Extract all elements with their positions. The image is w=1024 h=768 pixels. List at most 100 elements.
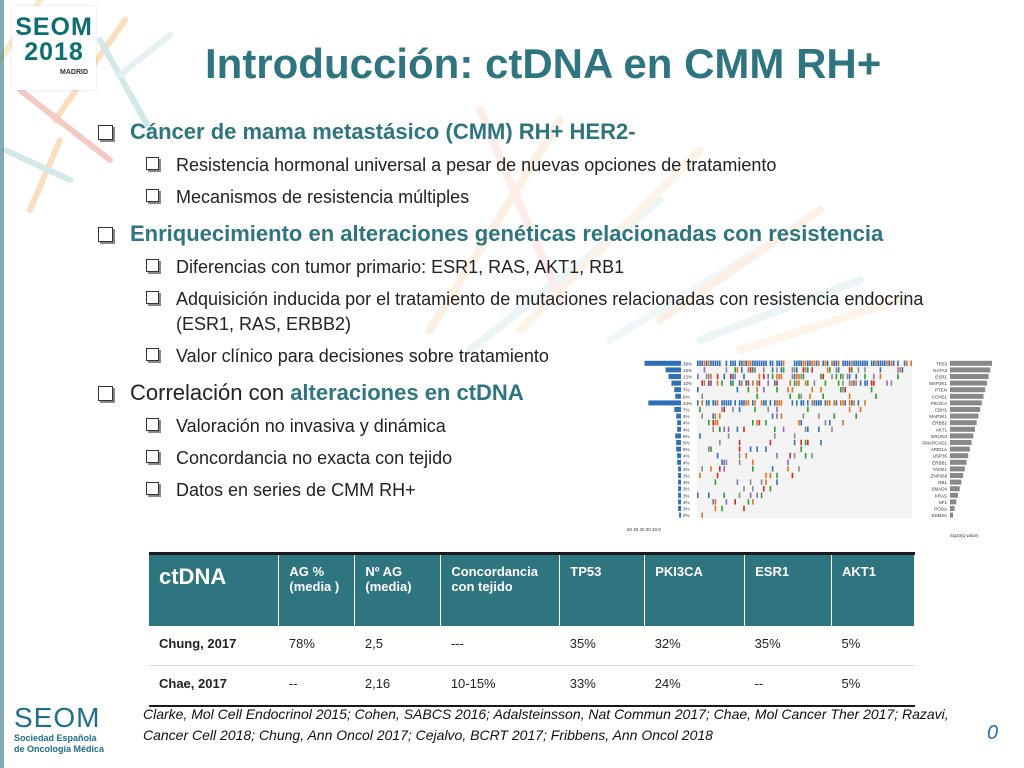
mutation-mark	[804, 439, 807, 446]
mutation-mark	[778, 373, 780, 380]
sub-bullet-3-1: Valoración no invasiva y dinámica	[96, 414, 996, 439]
significance-bar	[950, 374, 989, 379]
mutation-mark	[906, 360, 908, 366]
mutation-mark	[754, 406, 756, 413]
mutation-mark	[727, 433, 730, 439]
checkbox-bullet-icon	[146, 418, 159, 431]
sub-bullet-2-2: Adquisición inducida por el tratamiento …	[96, 287, 976, 337]
mutation-mark	[811, 367, 813, 373]
mutation-mark	[730, 360, 732, 366]
checkbox-bullet-icon	[146, 259, 159, 272]
mutation-mark	[745, 380, 747, 386]
mutation-mark	[807, 400, 809, 406]
mutation-mark	[732, 360, 734, 366]
table-cell: --	[278, 665, 355, 707]
mutation-mark	[712, 413, 714, 419]
mutation-mark	[782, 426, 785, 432]
mutation-mark	[708, 373, 710, 380]
mutation-mark	[697, 360, 699, 366]
mutation-mark	[723, 373, 725, 380]
mutation-mark	[793, 439, 796, 446]
significance-bar	[950, 473, 964, 478]
mutation-mark	[881, 360, 884, 366]
mutation-mark	[859, 360, 862, 366]
mutation-mark	[888, 360, 890, 366]
mutation-mark	[791, 400, 794, 406]
mutation-mark	[826, 367, 829, 373]
mutation-mark	[710, 380, 712, 386]
mutation-mark	[796, 400, 798, 406]
mutation-mark	[859, 406, 862, 413]
mutation-mark	[848, 380, 851, 386]
mutation-mark	[826, 360, 829, 366]
mutation-mark	[776, 360, 778, 366]
significance-bar	[950, 420, 977, 426]
table-cell: 35%	[744, 625, 832, 666]
mutation-mark	[824, 420, 827, 426]
oncoprint-grid	[697, 360, 912, 519]
mutation-mark	[884, 360, 886, 366]
mutation-mark	[826, 400, 829, 406]
mutation-mark	[778, 400, 780, 406]
mutation-mark	[824, 360, 827, 366]
mutation-mark	[738, 492, 741, 498]
frequency-bar	[677, 453, 681, 459]
mutation-mark	[714, 505, 717, 512]
gene-label: CCNE1	[932, 394, 948, 399]
mutation-mark	[738, 439, 741, 446]
mutation-mark	[897, 373, 899, 380]
frequency-label: 3%	[683, 487, 690, 492]
logo-line-2: Sociedad Española	[14, 733, 97, 743]
mutation-mark	[743, 426, 745, 432]
frequency-bar	[678, 479, 681, 485]
mutation-mark	[802, 373, 805, 380]
table-header-cell: Nº AG (media)	[354, 552, 442, 626]
bullet-text: Datos en series de CMM RH+	[176, 480, 416, 500]
mutation-mark	[765, 479, 767, 485]
mutation-mark	[743, 400, 745, 406]
mutation-mark	[769, 486, 772, 492]
mutation-mark	[807, 380, 809, 386]
table-cell: 24%	[644, 665, 745, 707]
mutation-mark	[736, 426, 739, 432]
frequency-label: 3%	[683, 507, 690, 512]
mutation-mark	[734, 360, 736, 366]
table-cell: 33%	[559, 665, 645, 707]
gene-label: AKT1	[936, 427, 948, 432]
gene-label: ERLIN3	[931, 434, 947, 439]
mutation-mark	[807, 367, 809, 373]
mutation-mark	[848, 400, 851, 406]
frequency-label: 5%	[683, 441, 690, 446]
mutation-mark	[840, 373, 842, 380]
mutation-mark	[780, 413, 783, 419]
mutation-mark	[901, 367, 904, 373]
mutation-mark	[701, 360, 703, 366]
gene-label: KDM2A	[931, 513, 947, 518]
mutation-mark	[714, 400, 717, 406]
mutation-mark	[763, 387, 765, 393]
mutation-mark	[851, 380, 853, 386]
right-axis-label: log10(q value)	[950, 533, 979, 538]
mutation-mark	[745, 400, 747, 406]
mutation-mark	[818, 400, 820, 406]
table-cell: 2,5	[354, 625, 441, 666]
mutation-mark	[738, 360, 741, 366]
mutation-mark	[789, 393, 791, 399]
mutation-mark	[837, 380, 840, 386]
mutation-mark	[721, 459, 723, 465]
mutation-mark	[831, 373, 833, 380]
mutation-mark	[873, 373, 875, 380]
mutation-mark	[802, 360, 805, 366]
frequency-bar	[678, 506, 681, 511]
table-cell: 10-15%	[440, 665, 560, 707]
mutation-mark	[846, 360, 849, 366]
mutation-mark	[725, 367, 728, 373]
bullet-text: Cáncer de mama metastásico (CMM) RH+ HER…	[130, 119, 636, 144]
mutation-mark	[752, 360, 754, 366]
mutation-mark	[818, 360, 820, 366]
frequency-bar	[678, 499, 681, 505]
mutation-mark	[875, 360, 877, 366]
mutation-mark	[855, 413, 857, 419]
mutation-mark	[774, 433, 776, 439]
mutation-mark	[835, 400, 838, 406]
